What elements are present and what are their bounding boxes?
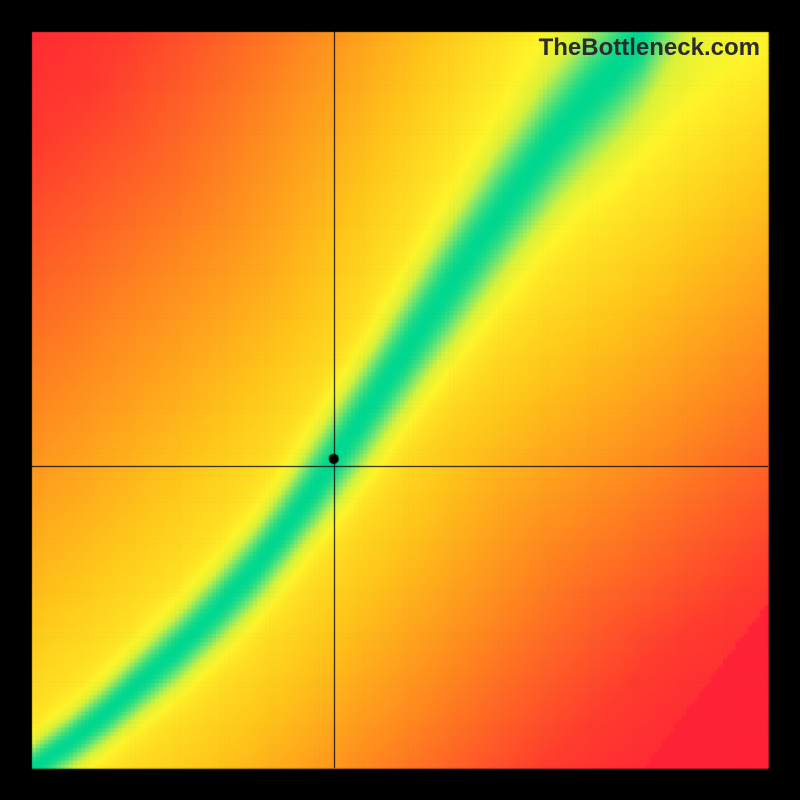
chart-container: { "chart": { "type": "heatmap", "outer_s… <box>0 0 800 800</box>
bottleneck-heatmap <box>0 0 800 800</box>
